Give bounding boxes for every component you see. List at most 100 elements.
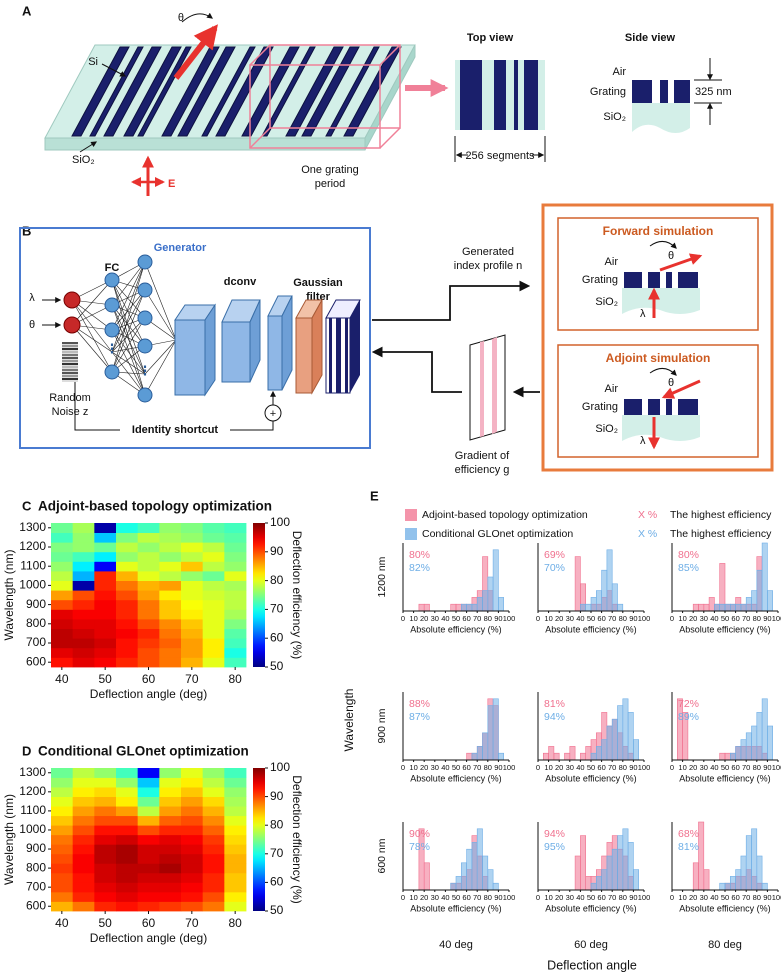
heat-cell: [72, 590, 95, 601]
highest-efficiency: 85%: [678, 562, 699, 574]
heat-cell: [116, 806, 139, 817]
noise-label: Random: [49, 392, 91, 404]
heat-cell: [181, 796, 204, 807]
x-tick-label: 40: [576, 763, 584, 772]
heat-cell: [94, 882, 117, 893]
grating-bar: [161, 46, 220, 137]
x-tick-label: 70: [608, 763, 616, 772]
heat-cell: [159, 628, 182, 639]
stripe: [336, 318, 341, 393]
heat-cell: [72, 609, 95, 620]
x-tick-label: 100: [503, 614, 516, 623]
y-tick-label: 1000: [19, 822, 46, 836]
hist-bar: [719, 563, 726, 612]
fc-node: [137, 310, 153, 326]
heat-cell: [51, 891, 74, 902]
heat-cell: [202, 882, 225, 893]
heat-cell: [94, 796, 117, 807]
heat-cell: [224, 571, 247, 581]
bar-shape: [524, 60, 538, 130]
dconv-blocks: [174, 295, 293, 397]
colorbar-title: Deflection efficiency (%): [290, 775, 304, 904]
angle-arc: [181, 12, 213, 23]
hist-bar: [719, 752, 726, 761]
connection: [144, 261, 177, 341]
y-axis-title: Wavelength (nm): [2, 550, 16, 641]
hist-bar: [460, 862, 467, 891]
x-tick-label: 20: [420, 893, 428, 902]
x-tick-label: 0: [536, 614, 540, 623]
heat-cell: [181, 551, 204, 562]
grating-bar: [177, 46, 236, 137]
heat-cell: [94, 523, 117, 533]
heat-cell: [72, 825, 95, 836]
heat-cell: [181, 619, 204, 629]
layer-label: SiO₂: [595, 423, 618, 435]
x-tick-label: 90: [494, 763, 502, 772]
heat-cell: [181, 647, 204, 658]
heat-cell: [94, 590, 117, 601]
hist-bar: [487, 576, 494, 612]
heat-cell: [94, 599, 117, 610]
heat-cell: [181, 571, 204, 581]
hist-bar: [617, 835, 624, 891]
heat-cell: [94, 551, 117, 562]
heat-cell: [72, 523, 95, 533]
noise-stripe: [62, 342, 78, 344]
heat-cell: [51, 882, 74, 893]
shortcut-line: [74, 382, 274, 431]
grating-bar: [666, 272, 672, 288]
x-tick-label: 80: [753, 763, 761, 772]
heat-cell: [224, 619, 247, 629]
x-axis-title: Deflection angle (deg): [90, 687, 207, 701]
hist-bar: [492, 698, 499, 761]
heat-cell: [137, 825, 160, 836]
colorbar-tick-label: 60: [270, 630, 284, 644]
block: [221, 321, 251, 383]
noise-stripe: [62, 372, 78, 374]
heat-cell: [224, 580, 247, 591]
hist-bar: [751, 725, 758, 761]
shortcut-label: Identity shortcut: [132, 424, 219, 436]
colorbar-tick-label: 90: [270, 789, 284, 803]
view-title: Side view: [625, 32, 676, 44]
x-tick-label: 20: [420, 614, 428, 623]
x-tick-label: 90: [763, 614, 771, 623]
x-tick-label: 70: [185, 672, 199, 686]
colorbar-tick-label: 70: [270, 846, 284, 860]
heat-cell: [202, 768, 225, 778]
heat-cell: [116, 834, 139, 845]
beam: [661, 379, 701, 399]
y-tick-label: 1000: [19, 578, 46, 592]
hist-bar: [622, 698, 629, 761]
heat-cell: [137, 532, 160, 543]
x-tick-label: 80: [228, 916, 242, 930]
noise-stripe: [62, 375, 78, 377]
heat-cell: [224, 523, 247, 533]
x-tick-label: 50: [721, 763, 729, 772]
y-axis-title: Wavelength: [342, 689, 356, 752]
hist-bar: [751, 590, 758, 612]
hist-bar: [590, 597, 597, 612]
highest-efficiency: 72%: [678, 698, 699, 710]
label-bg: [468, 148, 532, 162]
highest-efficiency: 68%: [678, 828, 699, 840]
heat-cell: [202, 561, 225, 572]
fc-node: [137, 282, 153, 298]
connection: [111, 279, 146, 396]
heat-cell: [51, 571, 74, 581]
fc-nodes: ⋮⋮: [104, 254, 153, 403]
heat-cell: [224, 901, 247, 912]
grating-bar: [201, 46, 256, 137]
heat-cell: [51, 638, 74, 649]
lambda: λ: [640, 308, 646, 320]
heat-cell: [137, 523, 160, 533]
heat-cell: [159, 891, 182, 902]
heat-cell: [224, 844, 247, 855]
hist-bar: [724, 603, 731, 612]
heat-cell: [181, 768, 204, 778]
panel-label: D: [22, 743, 31, 758]
grating-bar: [678, 272, 698, 288]
x-tick-label: 50: [587, 614, 595, 623]
heat-cell: [159, 901, 182, 912]
